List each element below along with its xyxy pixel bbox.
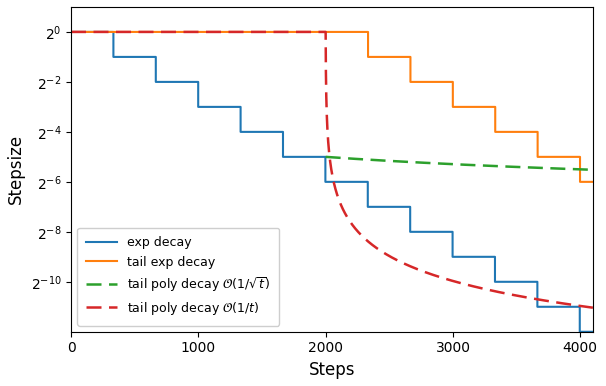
exp decay — [247, 130, 255, 134]
tail exp decay — [589, 179, 596, 184]
tail poly decay $\mathcal{O}(1/\sqrt{t})$ — [589, 168, 596, 172]
tail exp decay — [576, 179, 584, 184]
Legend: exp decay, tail exp decay, tail poly decay $\mathcal{O}(1/\sqrt{t})$, tail poly : exp decay, tail exp decay, tail poly dec… — [77, 227, 279, 325]
Line: tail exp decay: tail exp decay — [71, 32, 593, 182]
Y-axis label: Stepsize: Stepsize — [7, 134, 25, 205]
tail exp decay — [247, 30, 255, 34]
Line: tail poly decay $\mathcal{O}(1/t)$: tail poly decay $\mathcal{O}(1/t)$ — [71, 32, 593, 308]
exp decay — [217, 105, 224, 109]
tail poly decay $\mathcal{O}(1/\sqrt{t})$ — [369, 157, 376, 162]
tail poly decay $\mathcal{O}(1/\sqrt{t})$ — [567, 167, 574, 171]
tail poly decay $\mathcal{O}(1/t)$ — [589, 305, 596, 310]
X-axis label: Steps: Steps — [309, 361, 355, 379]
exp decay — [67, 30, 75, 34]
tail exp decay — [67, 30, 75, 34]
tail poly decay $\mathcal{O}(1/t)$ — [217, 30, 224, 34]
tail exp decay — [380, 54, 387, 59]
exp decay — [332, 179, 339, 184]
tail exp decay — [335, 30, 342, 34]
tail poly decay $\mathcal{O}(1/\sqrt{t})$ — [536, 166, 544, 170]
Line: tail poly decay $\mathcal{O}(1/\sqrt{t})$: tail poly decay $\mathcal{O}(1/\sqrt{t})… — [325, 157, 593, 170]
tail poly decay $\mathcal{O}(1/\sqrt{t})$ — [322, 154, 329, 159]
tail poly decay $\mathcal{O}(1/\sqrt{t})$ — [475, 163, 482, 168]
tail exp decay — [332, 30, 339, 34]
tail exp decay — [217, 30, 224, 34]
exp decay — [522, 279, 530, 284]
tail poly decay $\mathcal{O}(1/t)$ — [335, 196, 342, 201]
exp decay — [380, 205, 387, 209]
tail poly decay $\mathcal{O}(1/t)$ — [380, 250, 387, 255]
tail poly decay $\mathcal{O}(1/t)$ — [67, 30, 75, 34]
tail poly decay $\mathcal{O}(1/\sqrt{t})$ — [563, 166, 570, 171]
tail exp decay — [522, 130, 530, 134]
exp decay — [589, 330, 596, 334]
tail poly decay $\mathcal{O}(1/t)$ — [522, 295, 530, 300]
exp decay — [335, 179, 342, 184]
exp decay — [576, 330, 584, 334]
tail poly decay $\mathcal{O}(1/t)$ — [332, 188, 339, 193]
tail poly decay $\mathcal{O}(1/t)$ — [247, 30, 255, 34]
tail poly decay $\mathcal{O}(1/\sqrt{t})$ — [369, 157, 376, 162]
Line: exp decay: exp decay — [71, 32, 593, 332]
